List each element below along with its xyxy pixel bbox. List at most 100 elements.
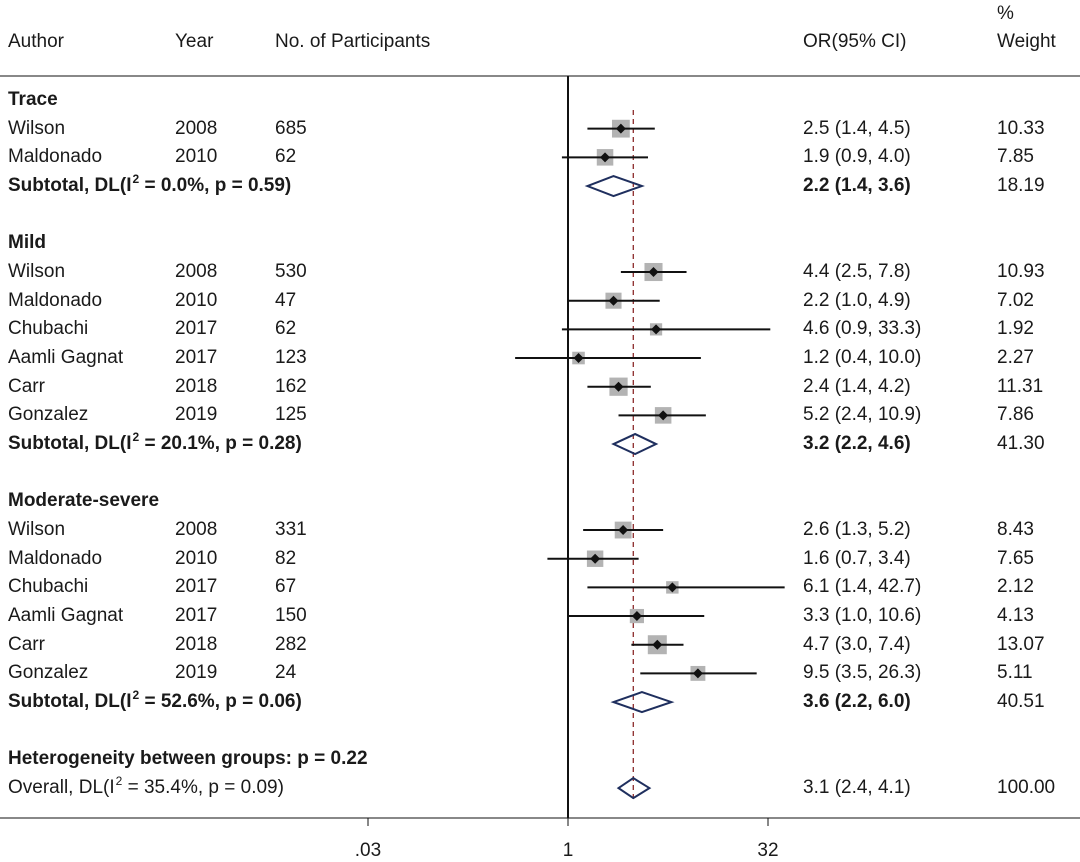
study-author: Chubachi [8,318,89,340]
study-point-marker [631,611,642,622]
study-point-marker [692,668,703,679]
study-point-marker [590,553,601,564]
study-author: Chubachi [8,576,89,598]
heterogeneity-label: Heterogeneity between groups: p = 0.22 [8,748,368,770]
study-author: Gonzalez [8,404,89,426]
study-year: 2008 [175,261,218,283]
study-author: Maldonado [8,289,103,311]
study-point-marker [615,123,626,134]
study-or-ci: 2.5 (1.4, 4.5) [803,117,911,139]
study-weight: 8.43 [997,519,1034,541]
study-year: 2017 [175,576,218,598]
study-participants: 62 [275,146,297,168]
study-or-ci: 4.4 (2.5, 7.8) [803,261,911,283]
study-weight: 7.65 [997,547,1034,569]
study-or-ci: 4.6 (0.9, 33.3) [803,318,922,340]
group-title: Trace [8,89,58,110]
study-participants: 62 [275,318,297,340]
study-participants: 150 [275,605,307,627]
study-weight: 10.33 [997,117,1045,139]
study-participants: 282 [275,633,307,655]
study-point-marker [613,381,624,392]
header-year: Year [175,31,214,52]
study-weight: 10.93 [997,261,1045,283]
study-participants: 530 [275,261,307,283]
header-participants: No. of Participants [275,31,431,52]
study-year: 2010 [175,146,218,168]
study-or-ci: 1.9 (0.9, 4.0) [803,146,911,168]
study-participants: 125 [275,404,307,426]
study-or-ci: 2.2 (1.0, 4.9) [803,289,911,311]
subtotal-or-ci: 3.2 (2.2, 4.6) [803,433,911,455]
subtotal-weight: 41.30 [997,433,1045,455]
study-year: 2018 [175,375,218,397]
study-year: 2010 [175,289,218,311]
study-or-ci: 4.7 (3.0, 7.4) [803,633,911,655]
study-or-ci: 2.6 (1.3, 5.2) [803,519,911,541]
study-point-marker [658,410,669,421]
x-axis-tick-label: 1 [563,840,574,861]
study-author: Wilson [8,519,66,541]
study-or-ci: 5.2 (2.4, 10.9) [803,404,922,426]
study-author: Carr [8,375,45,397]
group-title: Mild [8,232,46,254]
study-author: Wilson [8,117,66,139]
study-author: Maldonado [8,547,103,569]
study-participants: 331 [275,519,307,541]
study-point-marker [600,152,611,163]
study-participants: 47 [275,289,297,311]
study-participants: 123 [275,347,307,369]
header-author: Author [8,31,64,52]
study-author: Carr [8,633,45,655]
study-participants: 685 [275,117,307,139]
x-axis-tick-label: 32 [757,840,778,861]
study-author: Gonzalez [8,662,89,684]
study-author: Maldonado [8,146,103,168]
study-weight: 5.11 [997,662,1033,684]
study-year: 2017 [175,318,218,340]
header-weight: Weight [997,31,1056,52]
study-point-marker [667,582,678,593]
study-year: 2019 [175,404,218,426]
study-weight: 13.07 [997,633,1045,655]
pooled-diamond [584,174,645,198]
study-point-marker [648,267,659,278]
study-weight: 2.27 [997,347,1034,369]
study-or-ci: 9.5 (3.5, 26.3) [803,662,922,684]
overall-label: Overall, DL(I2 = 35.4%, p = 0.09) [8,774,284,799]
group-title: Moderate-severe [8,490,160,512]
study-year: 2017 [175,347,218,369]
study-year: 2008 [175,117,218,139]
study-author: Wilson [8,261,66,283]
study-weight: 2.12 [997,576,1034,598]
study-weight: 4.13 [997,605,1034,627]
study-point-marker [573,353,584,364]
pooled-diamond [611,432,659,456]
subtotal-label: Subtotal, DL(I2 = 52.6%, p = 0.06) [8,688,302,713]
header-or-ci: OR(95% CI) [803,31,907,52]
study-weight: 7.02 [997,289,1034,311]
study-weight: 7.85 [997,146,1034,168]
study-participants: 24 [275,662,297,684]
study-or-ci: 1.6 (0.7, 3.4) [803,547,911,569]
study-year: 2018 [175,633,218,655]
study-weight: 7.86 [997,404,1034,426]
header-weight-pct: % [997,3,1014,24]
study-year: 2019 [175,662,218,684]
subtotal-weight: 40.51 [997,691,1045,713]
study-point-marker [608,295,619,306]
pooled-diamond [610,691,675,714]
subtotal-or-ci: 2.2 (1.4, 3.6) [803,175,911,196]
study-point-marker [652,639,663,650]
study-or-ci: 6.1 (1.4, 42.7) [803,576,922,598]
study-or-ci: 3.3 (1.0, 10.6) [803,605,922,627]
study-or-ci: 2.4 (1.4, 4.2) [803,375,911,397]
x-axis-tick-label: .03 [355,840,381,861]
study-participants: 82 [275,547,297,569]
subtotal-label: Subtotal, DL(I2 = 20.1%, p = 0.28) [8,430,302,455]
study-year: 2008 [175,519,218,541]
study-participants: 67 [275,576,297,598]
study-weight: 1.92 [997,318,1034,340]
study-year: 2017 [175,605,218,627]
